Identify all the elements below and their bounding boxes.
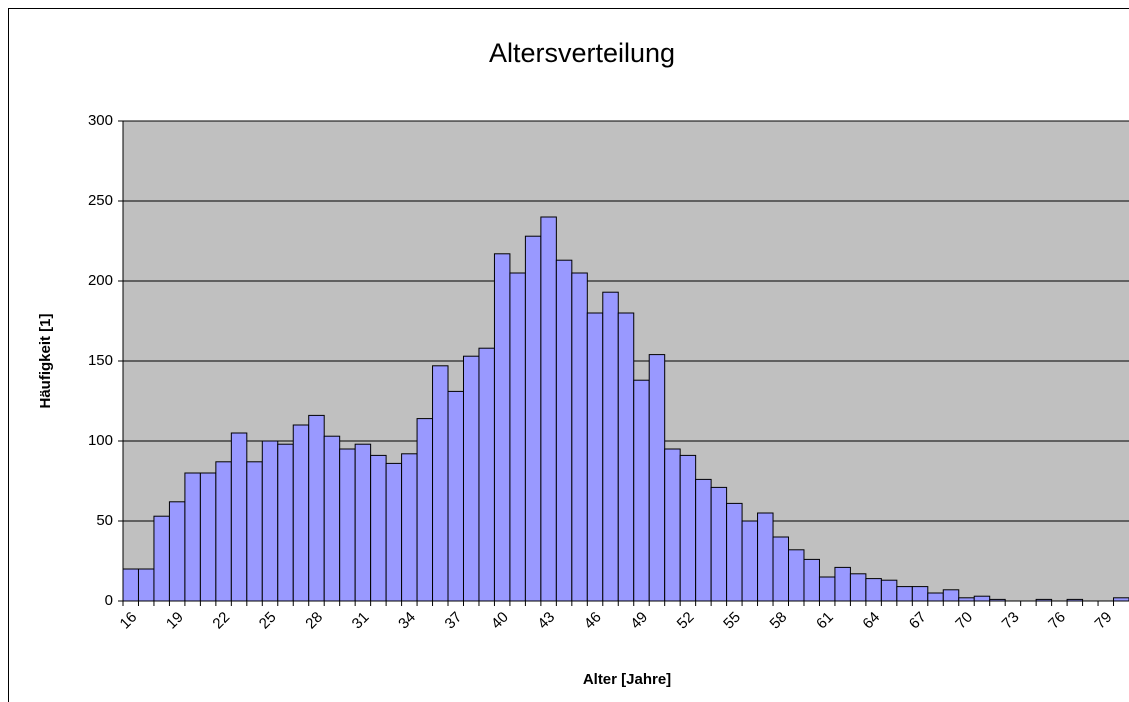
- bar: [323, 435, 341, 602]
- y-tick-label: 150: [88, 352, 113, 369]
- bar: [370, 454, 387, 602]
- bar: [339, 448, 356, 602]
- y-tick-label: 50: [96, 512, 113, 529]
- bar: [308, 414, 325, 602]
- bar: [354, 443, 372, 602]
- bar: [896, 586, 913, 602]
- bar: [726, 502, 743, 602]
- bar: [432, 365, 449, 602]
- bar: [818, 576, 836, 602]
- bar: [679, 454, 697, 602]
- bar: [788, 549, 805, 602]
- bar: [137, 568, 155, 602]
- bar: [447, 390, 464, 602]
- bar: [184, 472, 201, 602]
- bar: [401, 453, 418, 602]
- bar: [122, 568, 139, 602]
- bar: [648, 354, 666, 602]
- y-tick-label: 200: [88, 272, 113, 289]
- bar: [586, 312, 604, 602]
- bar: [695, 478, 712, 602]
- bar: [942, 589, 960, 602]
- bar: [215, 461, 232, 602]
- bar: [973, 595, 991, 602]
- bar: [664, 448, 681, 602]
- bar: [277, 443, 294, 602]
- bar: [168, 501, 186, 602]
- y-tick-label: 250: [88, 192, 113, 209]
- y-tick-label: 0: [105, 592, 113, 609]
- y-tick-label: 100: [88, 432, 113, 449]
- bar: [741, 520, 759, 602]
- chart-title: Altersverteilung: [489, 38, 675, 68]
- bar: [772, 536, 790, 602]
- bar: [153, 515, 170, 602]
- bar: [555, 259, 573, 602]
- bar: [602, 291, 619, 602]
- y-tick-label: 300: [88, 112, 113, 129]
- bar: [617, 312, 635, 602]
- bar: [416, 418, 434, 602]
- bar: [509, 272, 526, 602]
- bar: [261, 440, 279, 602]
- bar: [199, 472, 217, 602]
- bar: [911, 586, 929, 602]
- bar: [478, 347, 495, 602]
- bar: [571, 272, 588, 602]
- bar: [633, 379, 650, 602]
- bar: [524, 235, 542, 602]
- x-axis-title: Alter [Jahre]: [583, 671, 671, 688]
- bar: [385, 462, 403, 602]
- y-axis-title: Häufigkeit [1]: [37, 313, 54, 408]
- bar: [493, 253, 511, 602]
- bar: [803, 558, 820, 602]
- bar: [230, 432, 248, 602]
- bar: [927, 592, 944, 602]
- bar: [710, 486, 728, 602]
- bar: [462, 355, 480, 602]
- bar: [292, 424, 310, 602]
- bar: [849, 573, 867, 602]
- bar: [540, 216, 557, 602]
- bar: [880, 579, 898, 602]
- bar: [246, 461, 263, 602]
- bar: [865, 578, 882, 602]
- bar: [757, 512, 774, 602]
- bar: [834, 566, 851, 602]
